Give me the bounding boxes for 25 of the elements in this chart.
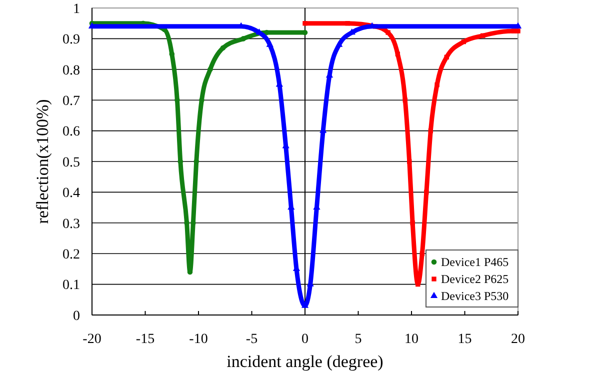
legend-label: Device3 P530 (441, 289, 509, 304)
y-tick-label: 0.7 (62, 94, 80, 109)
x-tick-label: 0 (302, 332, 308, 347)
y-tick-label: 1 (73, 2, 80, 17)
y-tick-label: 0.6 (62, 124, 80, 140)
legend-label: Device2 P625 (441, 272, 509, 286)
x-tick-label: 20 (511, 332, 525, 347)
x-axis-title: incident angle (degree) (226, 352, 384, 371)
x-tick-label: -15 (136, 332, 155, 347)
y-tick-label: 0.9 (62, 32, 80, 48)
x-tick-label: -20 (82, 332, 102, 347)
y-tick-label: 0.3 (62, 216, 80, 232)
y-tick-label: 0.8 (62, 63, 80, 78)
legend-label: Device1 P465 (441, 255, 509, 270)
x-tick-label: -5 (246, 332, 258, 347)
x-tick-label: 10 (404, 332, 418, 347)
y-axis-title: reflection(x100%) (33, 99, 52, 224)
x-tick-label: 15 (458, 332, 472, 347)
x-tick-label: 5 (354, 332, 362, 347)
y-tick-label: 0.2 (62, 248, 80, 262)
x-tick-label: -10 (189, 332, 208, 347)
y-tick-label: 0.1 (62, 278, 80, 294)
y-tick-label: 0.4 (62, 186, 80, 202)
y-tick-label: 0 (73, 308, 80, 324)
y-tick-label: 0.5 (62, 155, 80, 170)
